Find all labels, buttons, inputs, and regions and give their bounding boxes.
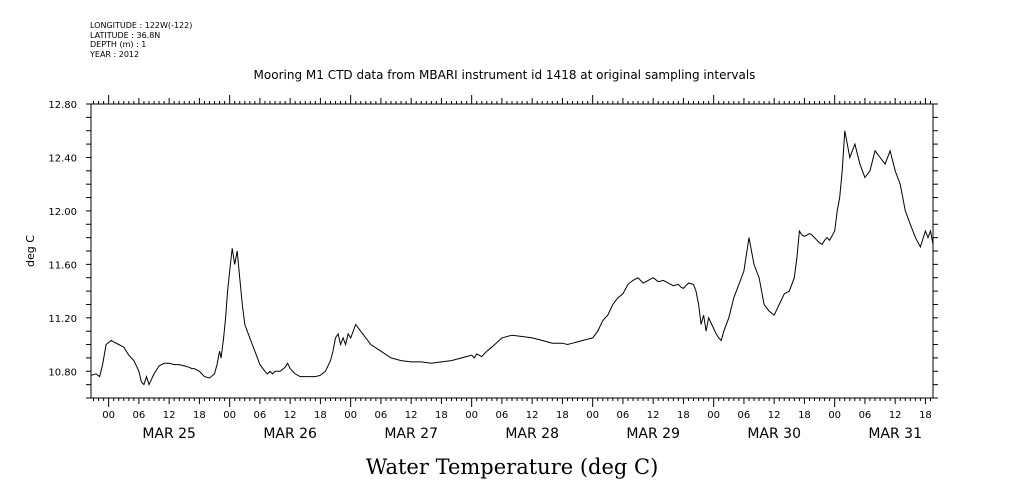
x-tick-label: 00: [707, 410, 720, 421]
x-tick-label: 00: [465, 410, 478, 421]
year-label: YEAR : 2012: [90, 49, 140, 59]
y-tick-label: 10.80: [48, 367, 77, 378]
x-tick-label: 06: [254, 410, 267, 421]
metadata-block: LONGITUDE : 122W(-122) LATITUDE : 36.8N …: [90, 21, 192, 59]
x-tick-label: 06: [859, 410, 872, 421]
x-day-label: MAR 27: [384, 426, 438, 442]
x-tick-label: 12: [405, 410, 418, 421]
x-tick-label: 06: [375, 410, 388, 421]
x-tick-label: 12: [647, 410, 660, 421]
y-axis-label: deg C: [24, 235, 37, 267]
x-tick-label: 00: [828, 410, 841, 421]
x-day-label: MAR 30: [747, 426, 801, 442]
plot-frame: [90, 103, 934, 399]
x-tick-label: 00: [344, 410, 357, 421]
x-tick-label: 18: [314, 410, 327, 421]
depth-label: DEPTH (m) : 1: [90, 40, 147, 49]
x-tick-label: 12: [768, 410, 781, 421]
x-tick-label: 06: [496, 410, 509, 421]
x-tick-label: 18: [435, 410, 448, 421]
x-day-label: MAR 28: [505, 426, 559, 442]
x-tick-label: 12: [526, 410, 539, 421]
y-tick-label: 11.20: [48, 314, 77, 325]
longitude-label: LONGITUDE : 122W(-122): [90, 21, 193, 30]
x-tick-label: 12: [284, 410, 297, 421]
series-line: [90, 130, 934, 386]
x-tick-label: 06: [617, 410, 630, 421]
y-tick-label: 12.00: [48, 207, 77, 218]
x-tick-label: 18: [798, 410, 811, 421]
latitude-label: LATITUDE : 36.8N: [90, 30, 161, 40]
x-tick-label: 06: [133, 410, 146, 421]
y-tick-label: 12.40: [48, 153, 77, 164]
x-day-label: MAR 26: [263, 426, 317, 442]
x-tick-label: 06: [738, 410, 751, 421]
x-tick-label: 00: [586, 410, 599, 421]
x-day-label: MAR 25: [142, 426, 196, 442]
x-tick-label: 00: [223, 410, 236, 421]
x-tick-label: 18: [556, 410, 569, 421]
y-tick-label: 12.80: [48, 100, 77, 111]
chart-title: Mooring M1 CTD data from MBARI instrumen…: [253, 68, 756, 82]
x-tick-label: 18: [677, 410, 690, 421]
y-tick-label: 11.60: [48, 260, 77, 271]
x-tick-label: 12: [889, 410, 902, 421]
x-tick-label: 00: [102, 410, 115, 421]
x-tick-label: 18: [919, 410, 932, 421]
x-tick-label: 18: [193, 410, 206, 421]
x-day-label: MAR 29: [626, 426, 680, 442]
x-tick-label: 12: [163, 410, 176, 421]
x-axis-label: Water Temperature (deg C): [366, 455, 659, 479]
x-day-label: MAR 31: [868, 426, 922, 442]
